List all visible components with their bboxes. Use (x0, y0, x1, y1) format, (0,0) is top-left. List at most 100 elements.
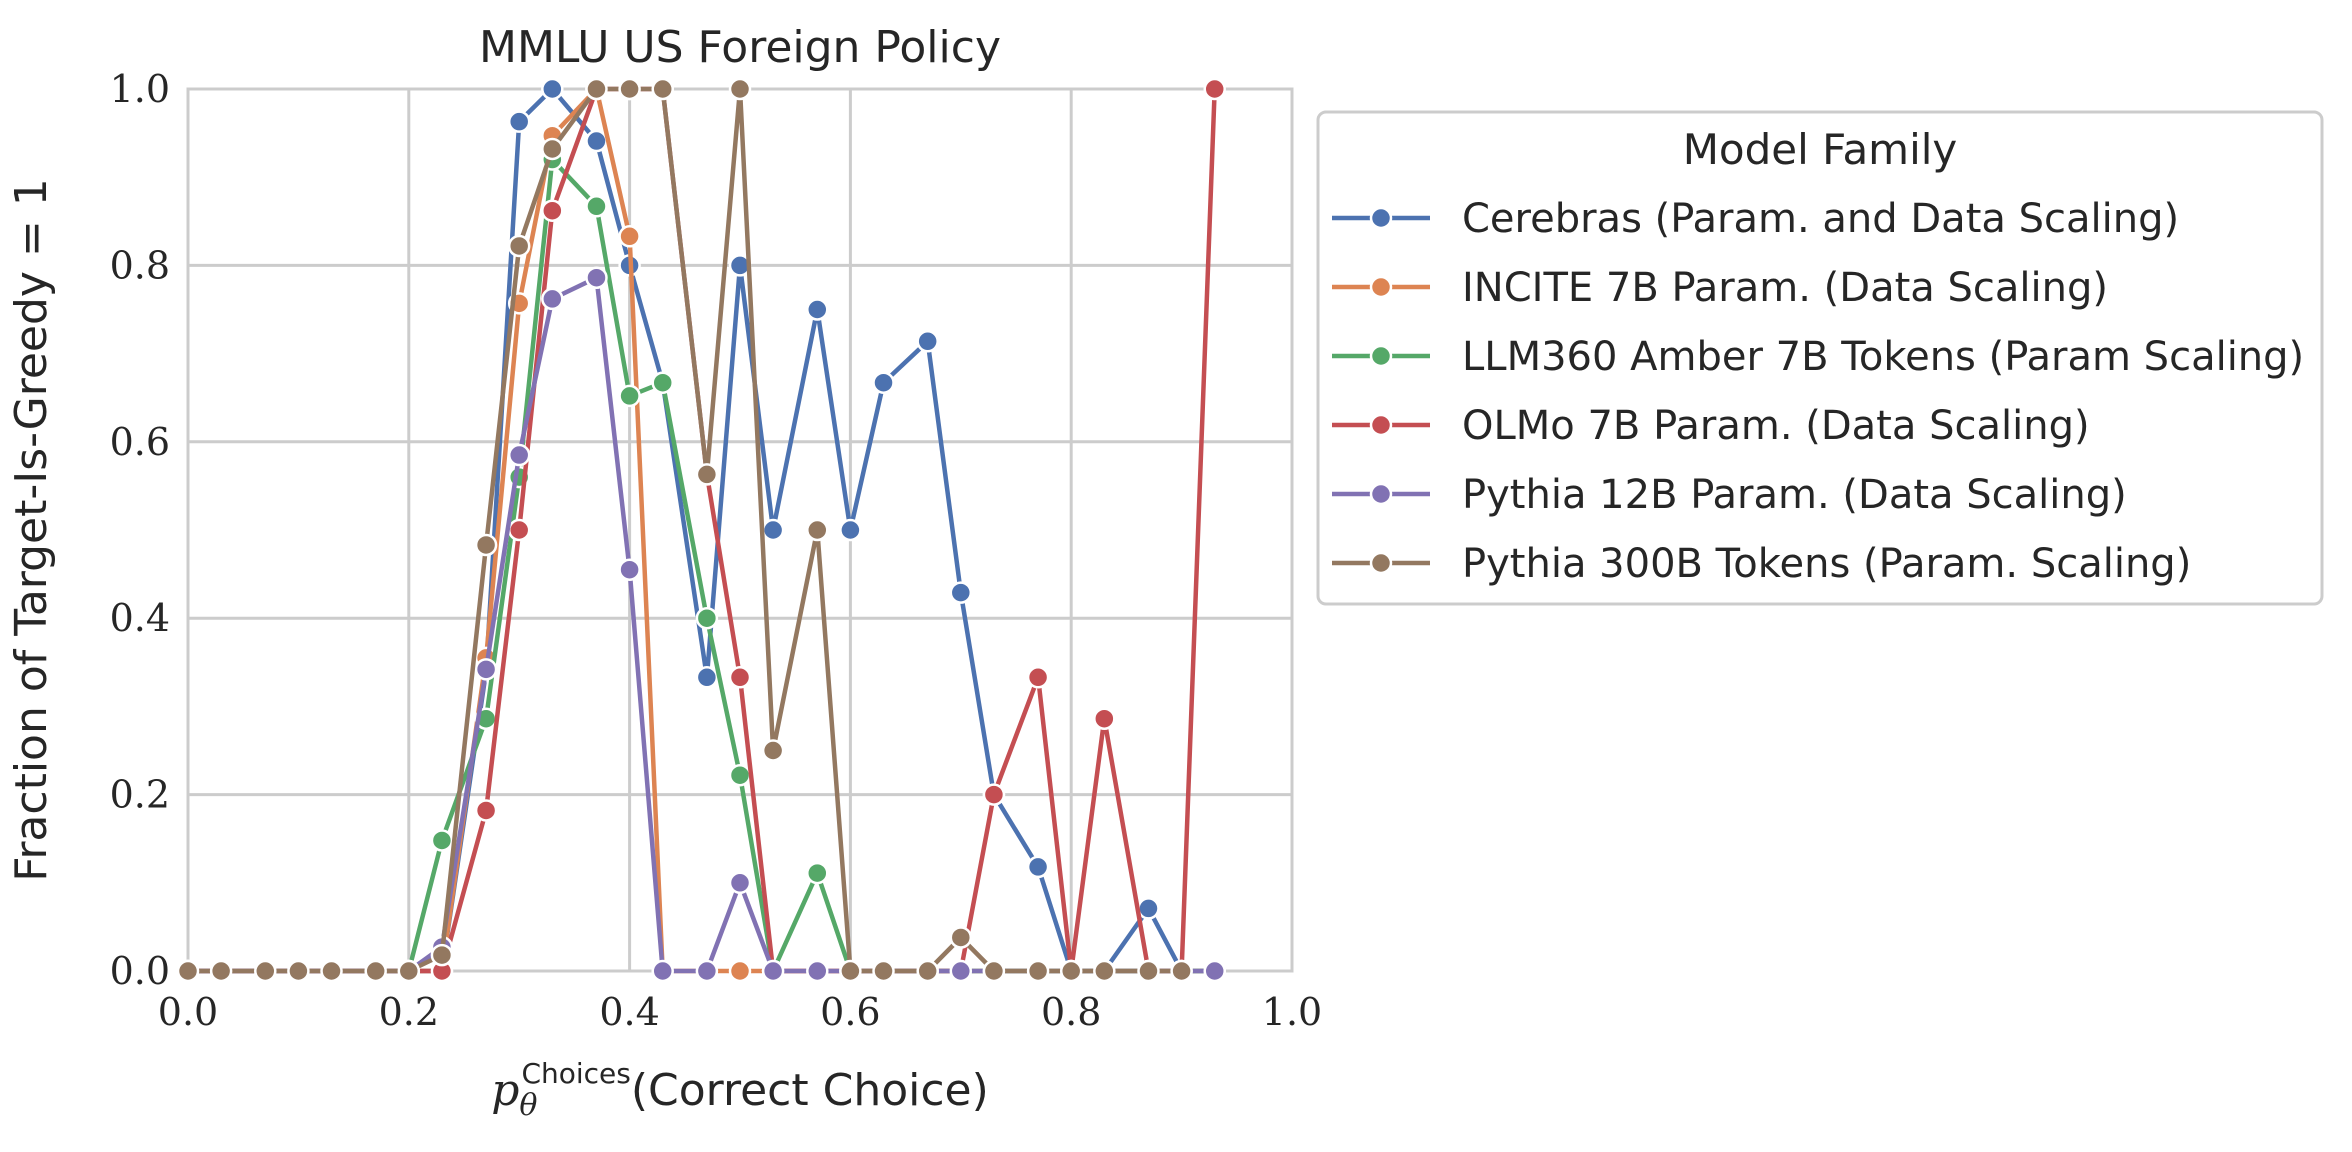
data-point (806, 518, 829, 542)
data-point (209, 959, 233, 983)
legend-label: INCITE 7B Param. (Data Scaling) (1462, 265, 2108, 311)
data-point (728, 666, 752, 689)
data-point (618, 384, 641, 408)
data-point (176, 959, 200, 983)
series-3 (176, 77, 1226, 983)
data-point (1203, 77, 1226, 101)
legend-item-0: Cerebras (Param. and Data Scaling) (1332, 196, 2179, 242)
legend: Model Family Cerebras (Param. and Data S… (1316, 110, 2324, 606)
y-tick-label: 0.4 (110, 596, 170, 640)
series-line (188, 86, 1182, 974)
series-line (188, 86, 1217, 974)
legend-marker (1369, 275, 1393, 299)
x-tick-label: 0.0 (158, 990, 218, 1034)
x-axis-label-superscript: Choices (521, 1057, 630, 1090)
series-line (188, 86, 1215, 974)
x-tick-label: 0.8 (1041, 990, 1101, 1034)
data-point (1093, 707, 1116, 730)
legend-marker (1369, 551, 1393, 575)
data-point (761, 739, 785, 762)
data-point (728, 763, 752, 787)
data-point (761, 518, 785, 542)
legend-box (1316, 110, 2324, 606)
data-point (949, 959, 973, 983)
data-point (916, 959, 939, 983)
legend-item-2: LLM360 Amber 7B Tokens (Param Scaling) (1332, 334, 2304, 380)
data-point (507, 518, 531, 542)
legend-marker (1369, 344, 1393, 368)
data-point (618, 558, 641, 581)
y-tick-label: 0.6 (110, 420, 170, 464)
data-point (949, 926, 973, 949)
data-point (618, 77, 641, 101)
series-0 (176, 77, 1226, 983)
data-point (585, 195, 608, 218)
data-point (872, 959, 895, 983)
data-point (839, 959, 862, 983)
data-point (507, 110, 531, 133)
data-point (541, 77, 564, 101)
data-point (474, 658, 498, 681)
data-point (872, 371, 895, 394)
data-point (695, 959, 719, 983)
series-layer (176, 77, 1226, 983)
data-point (695, 606, 719, 630)
data-point (254, 959, 277, 983)
legend-label: OLMo 7B Param. (Data Scaling) (1462, 403, 2090, 449)
data-point (728, 959, 752, 983)
data-point (430, 943, 454, 967)
series-line (188, 86, 1215, 974)
tick-labels: 0.0 0.2 0.4 0.6 0.8 1.0 0.0 0.2 0.4 0.6 0.8 1.0 (110, 67, 1323, 1034)
data-point (651, 371, 674, 394)
legend-item-1: INCITE 7B Param. (Data Scaling) (1332, 265, 2108, 311)
series-1 (176, 77, 1226, 983)
y-tick-label: 1.0 (110, 67, 170, 111)
legend-label: LLM360 Amber 7B Tokens (Param Scaling) (1462, 334, 2304, 380)
data-point (949, 581, 973, 604)
data-point (364, 959, 387, 983)
data-point (728, 77, 752, 101)
legend-item-3: OLMo 7B Param. (Data Scaling) (1332, 403, 2090, 449)
legend-marker (1369, 413, 1393, 437)
legend-entries: Cerebras (Param. and Data Scaling) INCITE… (1332, 196, 2304, 587)
legend-item-4: Pythia 12B Param. (Data Scaling) (1332, 472, 2127, 518)
legend-title: Model Family (1683, 125, 1958, 174)
data-point (839, 518, 862, 542)
data-point (474, 533, 498, 557)
data-point (585, 129, 608, 153)
data-point (507, 443, 531, 467)
data-point (541, 137, 564, 161)
data-point (1059, 959, 1083, 983)
data-point (585, 266, 608, 289)
data-point (541, 199, 564, 222)
x-tick-label: 0.6 (820, 990, 880, 1034)
data-point (806, 959, 829, 983)
data-point (618, 225, 641, 248)
y-tick-label: 0.8 (110, 243, 170, 287)
data-point (1203, 959, 1226, 983)
y-axis-label: Fraction of Target-Is-Greedy = 1 (6, 178, 57, 882)
data-point (1093, 959, 1116, 983)
data-point (507, 234, 531, 258)
y-tick-label: 0.0 (110, 949, 170, 993)
data-point (1026, 959, 1050, 983)
data-point (287, 959, 310, 983)
legend-label: Pythia 300B Tokens (Param. Scaling) (1462, 541, 2191, 587)
data-point (695, 666, 719, 689)
data-point (585, 77, 608, 101)
data-point (982, 959, 1006, 983)
data-point (1026, 666, 1050, 689)
data-point (651, 77, 674, 101)
data-point (651, 959, 674, 983)
x-axis-label: pθChoices(Correct Choice) (491, 1057, 989, 1123)
x-axis-label-symbol: p (491, 1065, 519, 1116)
data-point (320, 959, 343, 983)
data-point (806, 861, 829, 885)
legend-label: Pythia 12B Param. (Data Scaling) (1462, 472, 2127, 518)
x-axis-label-text: (Correct Choice) (631, 1065, 989, 1116)
data-point (1137, 959, 1160, 983)
data-point (806, 298, 829, 321)
x-tick-label: 0.2 (379, 990, 439, 1034)
legend-label: Cerebras (Param. and Data Scaling) (1462, 196, 2179, 242)
legend-marker (1369, 206, 1393, 230)
